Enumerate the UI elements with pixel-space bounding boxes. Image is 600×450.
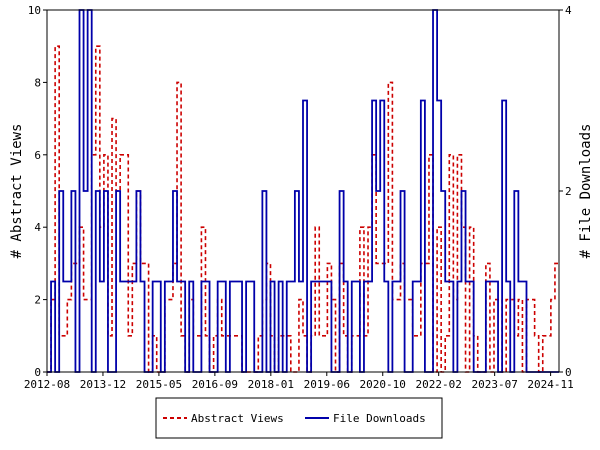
x-tick-label: 2013-12 xyxy=(80,378,126,391)
left-axis-title: # Abstract Views xyxy=(9,124,25,259)
file-downloads-line xyxy=(47,9,559,373)
right-tick-label: 4 xyxy=(565,4,572,17)
right-axis-title: # File Downloads xyxy=(578,124,594,259)
x-tick-label: 2019-06 xyxy=(304,378,350,391)
x-tick-label: 2023-07 xyxy=(471,378,517,391)
x-tick-label: 2020-10 xyxy=(360,378,406,391)
left-axis: 0 2 4 6 8 10 xyxy=(28,4,47,379)
x-tick-label: 2022-02 xyxy=(416,378,462,391)
right-tick-label: 0 xyxy=(565,366,572,379)
legend-label-file-downloads: File Downloads xyxy=(333,412,426,425)
left-tick-label: 4 xyxy=(34,221,41,234)
right-axis: 0 2 4 xyxy=(559,4,572,379)
left-tick-label: 2 xyxy=(34,294,41,307)
left-tick-label: 10 xyxy=(28,4,41,17)
right-tick-label: 2 xyxy=(565,185,572,198)
left-tick-label: 0 xyxy=(34,366,41,379)
x-tick-label: 2012-08 xyxy=(24,378,70,391)
x-tick-label: 2015-05 xyxy=(136,378,182,391)
series-file-downloads xyxy=(47,9,559,373)
left-tick-label: 6 xyxy=(34,149,41,162)
x-tick-label: 2024-11 xyxy=(527,378,573,391)
x-axis: 2012-08 2013-12 2015-05 2016-09 2018-01 2019-… xyxy=(24,372,574,391)
legend-label-abstract-views: Abstract Views xyxy=(191,412,284,425)
left-tick-label: 8 xyxy=(34,76,41,89)
x-tick-label: 2018-01 xyxy=(248,378,294,391)
x-tick-label: 2016-09 xyxy=(192,378,238,391)
legend: Abstract Views File Downloads xyxy=(155,397,443,439)
series-abstract-views xyxy=(47,45,559,373)
abstract-views-line xyxy=(47,45,559,373)
legend-box xyxy=(155,397,443,439)
